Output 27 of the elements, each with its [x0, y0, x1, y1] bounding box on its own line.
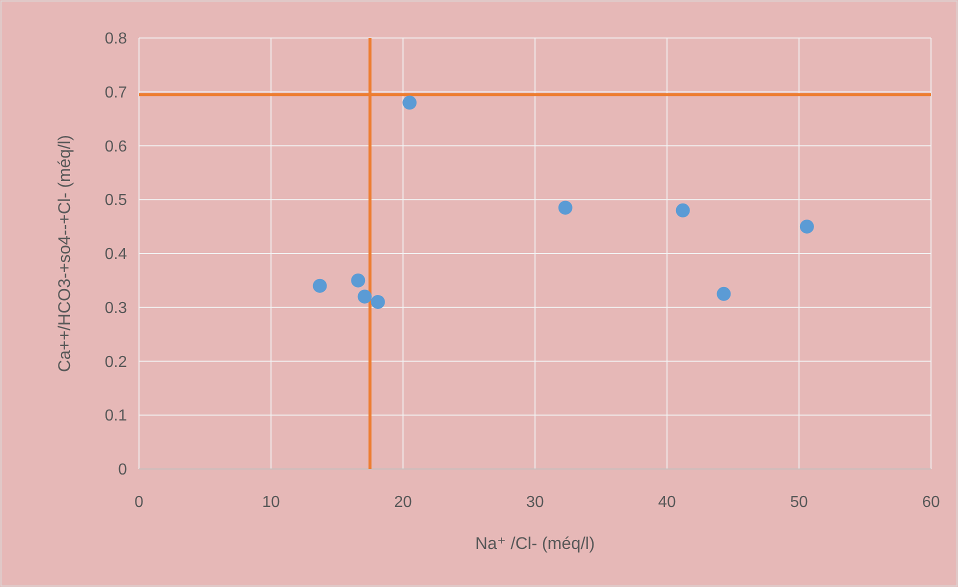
y-tick-label: 0.5 — [104, 192, 128, 210]
y-tick-label: 0.3 — [104, 300, 128, 317]
point — [351, 273, 366, 288]
x-tick-label: 40 — [658, 494, 676, 511]
y-tick-label: 0.4 — [104, 246, 128, 264]
y-tick-label: 0.8 — [104, 30, 128, 48]
x-tick-label: 0 — [134, 494, 144, 511]
x-tick-label: 60 — [922, 494, 940, 511]
point — [358, 290, 372, 304]
x-tick-label: 20 — [394, 494, 412, 511]
y-tick-label: 0 — [118, 462, 128, 479]
x-axis-title: Na⁺ /Cl- (méq/l) — [475, 534, 595, 553]
point — [716, 286, 731, 301]
y-axis-title: Ca++/HCO3-+so4--+Cl- (méq/l) — [55, 134, 74, 372]
y-tick-label: 0.1 — [104, 408, 128, 425]
point — [676, 203, 690, 218]
x-tick-label: 30 — [526, 494, 544, 511]
point — [800, 220, 814, 234]
x-tick-label: 10 — [262, 494, 280, 511]
y-tick-label: 0.6 — [104, 138, 128, 156]
point — [370, 294, 385, 309]
x-tick-label: 50 — [790, 494, 808, 511]
point — [312, 278, 327, 293]
point — [558, 200, 572, 215]
y-tick-label: 0.7 — [104, 84, 128, 102]
y-tick-label: 0.2 — [104, 354, 128, 371]
point — [402, 96, 417, 110]
